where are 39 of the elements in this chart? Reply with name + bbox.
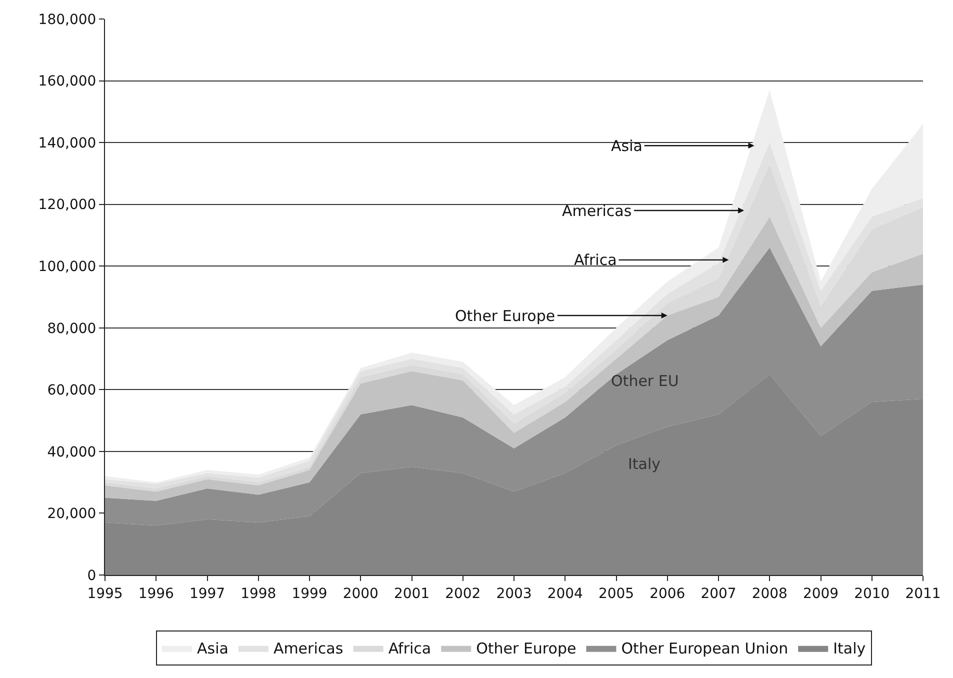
y-tick-label: 120,000 [38,197,96,214]
legend-label: Asia [197,640,228,658]
y-tick-label: 100,000 [38,259,96,276]
legend-label: Other Europe [476,640,576,658]
y-tick-label: 180,000 [38,12,96,28]
legend-label: Italy [833,640,866,658]
x-tick-label: 2001 [394,586,430,602]
x-tick-label: 1999 [292,586,328,602]
x-tick-label: 1996 [138,586,174,602]
x-tick-label: 1997 [189,586,226,602]
y-tick-label: 40,000 [47,444,96,460]
x-tick-label: 2011 [905,586,941,602]
x-tick-label: 2007 [700,586,736,602]
x-tick-label: 1995 [87,586,123,602]
x-tick-label: 2002 [445,586,481,602]
x-tick-label: 2004 [547,586,584,602]
x-tick-label: 2003 [496,586,532,602]
legend-label: Americas [273,640,344,658]
annotation: Americas [562,202,632,220]
y-tick-label: 0 [87,568,96,584]
annotation: Asia [611,137,642,155]
x-tick-label: 2006 [650,586,686,602]
y-tick-label: 160,000 [38,74,96,90]
y-tick-label: 60,000 [47,382,96,399]
x-tick-label: 1998 [240,586,276,602]
legend-label: Africa [388,640,432,658]
annotation: Africa [574,251,617,269]
annotation: Other EU [611,372,679,390]
x-tick-label: 2009 [802,586,839,602]
y-tick-label: 140,000 [38,135,96,152]
annotation: Other Europe [455,307,556,325]
x-tick-label: 2010 [854,586,890,602]
x-tick-label: 2000 [342,586,378,602]
y-tick-label: 20,000 [47,506,96,522]
legend-label: Other European Union [621,640,788,658]
annotation: Italy [628,455,661,473]
x-tick-label: 2005 [598,586,634,602]
y-tick-label: 80,000 [47,320,96,337]
x-tick-label: 2008 [752,586,788,602]
